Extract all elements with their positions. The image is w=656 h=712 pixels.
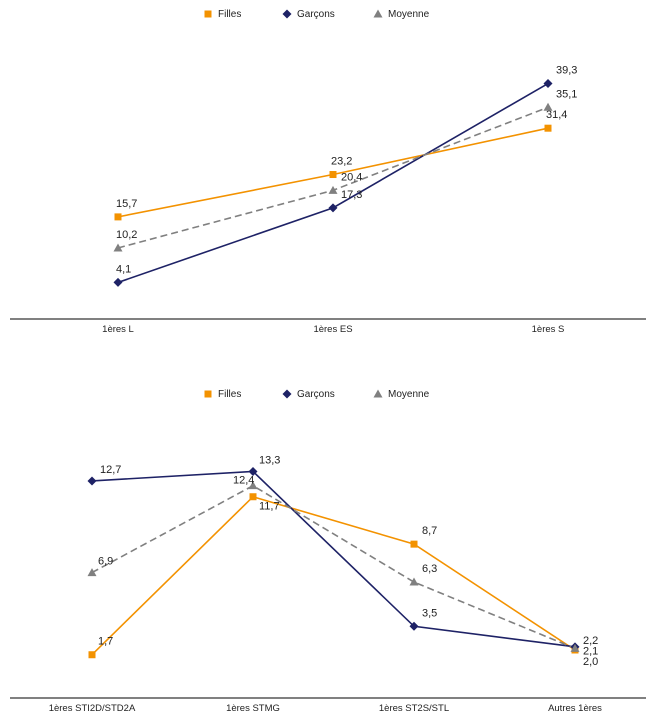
chart-bottom: 1ères STI2D/STD2A 1ères STMG 1ères ST2S/ST… bbox=[10, 389, 646, 712]
data-point-filles bbox=[249, 493, 257, 501]
legend-marker-filles bbox=[204, 10, 212, 18]
data-point-filles bbox=[88, 651, 96, 659]
x-tick-label-1eres-stmg: 1ères STMG bbox=[226, 703, 280, 712]
data-point-garcons bbox=[87, 476, 97, 486]
data-label-garcons: 4,1 bbox=[116, 263, 131, 275]
legend-label-filles: Filles bbox=[218, 9, 241, 20]
series-line-filles bbox=[91, 495, 576, 656]
x-tick-label-1eres-s: 1ères S bbox=[532, 324, 565, 335]
series-line-garcons bbox=[91, 470, 576, 648]
data-point-moyenne bbox=[543, 102, 553, 111]
data-point-moyenne bbox=[113, 243, 123, 252]
data-label-garcons: 3,5 bbox=[422, 607, 437, 619]
data-label-moyenne: 2,1 bbox=[583, 645, 598, 657]
legend-marker-filles bbox=[204, 390, 212, 398]
x-tick-label-1eres-es: 1ères ES bbox=[313, 324, 352, 335]
legend-marker-moyenne bbox=[373, 9, 383, 18]
data-point-garcons bbox=[248, 466, 258, 476]
data-point-garcons bbox=[409, 621, 419, 631]
legend: Filles Garçons Moyenne bbox=[204, 389, 430, 400]
data-point-moyenne bbox=[328, 185, 338, 194]
data-point-moyenne bbox=[87, 568, 97, 577]
data-label-garcons: 2,2 bbox=[583, 635, 598, 647]
data-point-garcons bbox=[113, 277, 123, 287]
legend-label-garcons: Garçons bbox=[297, 9, 335, 20]
series-line-moyenne bbox=[91, 484, 576, 650]
legend-marker-moyenne bbox=[373, 389, 383, 398]
data-label-filles: 2,0 bbox=[583, 656, 598, 668]
x-tick-label-1eres-st2s-stl: 1ères ST2S/STL bbox=[379, 703, 449, 712]
legend: Filles Garçons Moyenne bbox=[204, 9, 430, 20]
x-tick-label-autres-1eres: Autres 1ères bbox=[548, 703, 602, 712]
data-label-garcons: 39,3 bbox=[556, 65, 577, 77]
data-label-filles: 8,7 bbox=[422, 525, 437, 537]
legend-marker-garcons bbox=[282, 389, 292, 399]
legend-label-moyenne: Moyenne bbox=[388, 389, 430, 400]
legend-marker-garcons bbox=[282, 9, 292, 19]
series-line-garcons bbox=[117, 82, 549, 284]
data-point-garcons bbox=[543, 79, 553, 89]
data-label-filles: 11,7 bbox=[259, 501, 280, 513]
data-label-moyenne: 12,4 bbox=[233, 475, 254, 487]
data-label-filles: 1,7 bbox=[98, 636, 113, 648]
x-tick-label-1eres-sti2d-std2a: 1ères STI2D/STD2A bbox=[49, 703, 136, 712]
data-point-moyenne bbox=[570, 643, 580, 652]
data-label-garcons: 12,7 bbox=[100, 464, 121, 476]
data-point-filles bbox=[544, 124, 552, 132]
data-point-filles bbox=[410, 540, 418, 548]
legend-label-garcons: Garçons bbox=[297, 389, 335, 400]
data-point-filles bbox=[114, 213, 122, 221]
x-tick-label-1eres-l: 1ères L bbox=[102, 324, 134, 335]
legend-label-moyenne: Moyenne bbox=[388, 9, 430, 20]
data-point-garcons bbox=[328, 203, 338, 213]
data-label-moyenne: 6,9 bbox=[98, 556, 113, 568]
data-label-moyenne: 10,2 bbox=[116, 229, 137, 241]
chart-top: 1ères L 1ères ES 1ères S Filles Garçons Moyen… bbox=[10, 9, 646, 335]
data-label-filles: 23,2 bbox=[331, 156, 352, 168]
data-point-filles bbox=[329, 171, 337, 179]
data-label-garcons: 17,3 bbox=[341, 189, 362, 201]
data-label-filles: 15,7 bbox=[116, 198, 137, 210]
data-point-moyenne bbox=[248, 481, 258, 490]
legend-label-filles: Filles bbox=[218, 389, 241, 400]
data-label-garcons: 13,3 bbox=[259, 454, 280, 466]
data-label-moyenne: 35,1 bbox=[556, 88, 577, 100]
data-label-moyenne: 20,4 bbox=[341, 171, 362, 183]
data-label-filles: 31,4 bbox=[546, 109, 567, 121]
data-point-moyenne bbox=[409, 577, 419, 586]
data-label-moyenne: 6,3 bbox=[422, 563, 437, 575]
